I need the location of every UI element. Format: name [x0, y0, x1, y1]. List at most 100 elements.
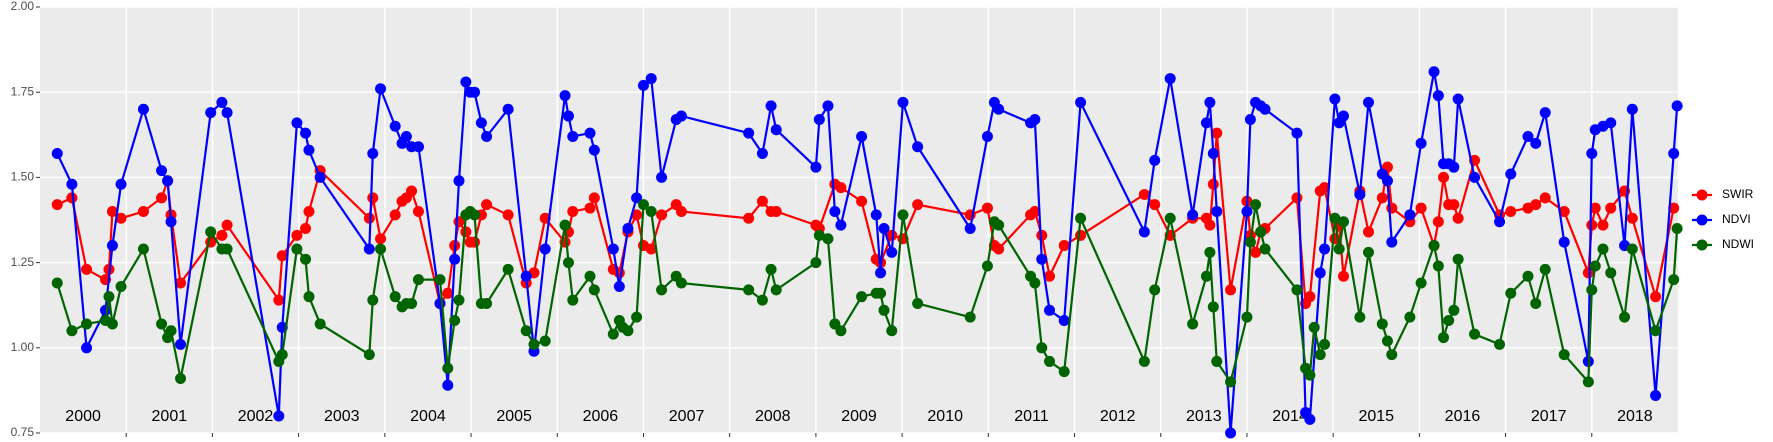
- data-point: [912, 141, 924, 153]
- data-point: [502, 263, 514, 275]
- data-point: [1200, 270, 1212, 282]
- data-point: [539, 335, 551, 347]
- data-point: [475, 117, 487, 129]
- data-point: [897, 96, 909, 108]
- data-point: [115, 178, 127, 190]
- data-point: [1582, 267, 1594, 279]
- data-point: [276, 349, 288, 361]
- data-point: [756, 195, 768, 207]
- data-point: [1650, 390, 1662, 402]
- data-point: [875, 267, 887, 279]
- data-point: [137, 243, 149, 255]
- legend-label: SWIR: [1722, 187, 1754, 201]
- data-point: [502, 209, 514, 221]
- data-point: [813, 229, 825, 241]
- data-point: [1314, 267, 1326, 279]
- data-point: [175, 338, 187, 350]
- data-point: [1058, 315, 1070, 327]
- data-point: [406, 185, 418, 197]
- data-point: [1291, 284, 1303, 296]
- data-point: [66, 192, 78, 204]
- data-point: [1448, 161, 1460, 173]
- data-point: [389, 120, 401, 132]
- data-point: [993, 103, 1005, 115]
- data-point: [389, 291, 401, 303]
- data-point: [1164, 212, 1176, 224]
- data-point: [156, 318, 168, 330]
- data-point: [1029, 113, 1041, 125]
- data-point: [221, 243, 233, 255]
- data-point: [1207, 301, 1219, 313]
- data-point: [1605, 202, 1617, 214]
- data-point: [1138, 226, 1150, 238]
- data-point: [1058, 366, 1070, 378]
- data-point: [1522, 131, 1534, 143]
- year-label: 2014: [1272, 408, 1308, 425]
- data-point: [1338, 110, 1350, 122]
- data-point: [1605, 117, 1617, 129]
- data-point: [1338, 270, 1350, 282]
- data-point: [559, 219, 571, 231]
- data-point: [363, 349, 375, 361]
- data-point: [363, 243, 375, 255]
- year-label: 2006: [583, 408, 619, 425]
- legend-item: NDVI: [1692, 212, 1751, 226]
- data-point: [1319, 182, 1331, 194]
- data-point: [1244, 236, 1256, 248]
- data-point: [1404, 209, 1416, 221]
- data-point: [1225, 284, 1237, 296]
- year-label: 2018: [1617, 408, 1653, 425]
- data-point: [481, 131, 493, 143]
- data-point: [631, 192, 643, 204]
- data-point: [1505, 205, 1517, 217]
- data-point: [770, 284, 782, 296]
- y-tick-label: 1.75: [11, 84, 35, 98]
- data-point: [137, 205, 149, 217]
- data-point: [567, 294, 579, 306]
- data-point: [314, 318, 326, 330]
- data-point: [1530, 137, 1542, 149]
- data-point: [1452, 93, 1464, 105]
- data-point: [964, 223, 976, 235]
- data-point: [1586, 284, 1598, 296]
- data-point: [51, 199, 63, 211]
- data-point: [856, 195, 868, 207]
- data-point: [1259, 103, 1271, 115]
- data-point: [300, 223, 312, 235]
- data-point: [1329, 93, 1341, 105]
- legend-item: NDWI: [1692, 237, 1754, 251]
- legend-key: [1696, 189, 1708, 201]
- year-label: 2012: [1100, 408, 1136, 425]
- data-point: [412, 141, 424, 153]
- data-point: [1381, 175, 1393, 187]
- y-tick-label: 1.25: [11, 255, 35, 269]
- data-point: [1589, 202, 1601, 214]
- data-point: [1597, 243, 1609, 255]
- data-point: [584, 270, 596, 282]
- data-point: [469, 236, 481, 248]
- data-point: [1668, 148, 1680, 160]
- year-label: 2010: [927, 408, 963, 425]
- data-point: [1586, 148, 1598, 160]
- data-point: [205, 107, 217, 119]
- data-point: [567, 131, 579, 143]
- data-point: [1329, 212, 1341, 224]
- year-label: 2001: [152, 408, 188, 425]
- data-point: [1586, 219, 1598, 231]
- y-tick-label: 1.00: [11, 340, 35, 354]
- data-point: [1304, 369, 1316, 381]
- data-point: [1036, 253, 1048, 265]
- data-point: [743, 284, 755, 296]
- data-point: [1650, 291, 1662, 303]
- data-point: [631, 311, 643, 323]
- legend-label: NDWI: [1722, 237, 1754, 251]
- data-point: [375, 83, 387, 95]
- data-point: [1494, 338, 1506, 350]
- data-point: [221, 107, 233, 119]
- data-point: [460, 226, 472, 238]
- data-point: [103, 291, 115, 303]
- data-point: [1539, 263, 1551, 275]
- data-point: [822, 233, 834, 245]
- data-point: [981, 131, 993, 143]
- data-point: [559, 90, 571, 102]
